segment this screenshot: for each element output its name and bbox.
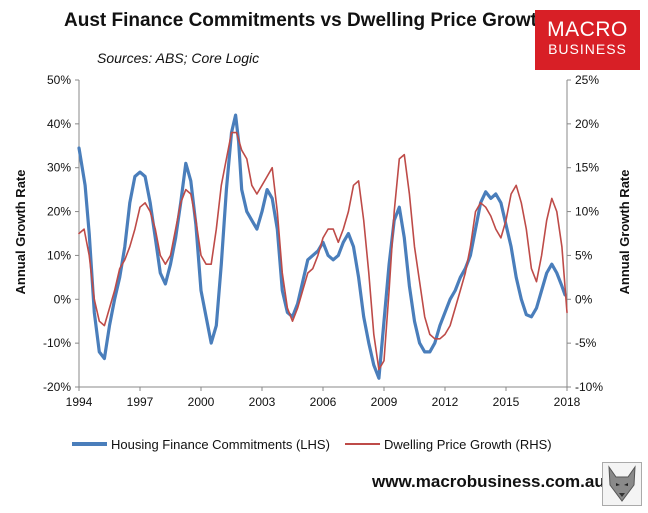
right-tick-labels: -10% -5% 0% 5% 10% 15% 20% 25% bbox=[567, 73, 603, 394]
left-axis-label: Annual Growth Rate bbox=[13, 170, 28, 295]
left-tick-label: -10% bbox=[43, 336, 71, 350]
series-layer bbox=[77, 113, 568, 380]
left-tick-label: 0% bbox=[54, 292, 72, 306]
series-line-dwelling-price bbox=[78, 131, 568, 371]
x-tick-label: 2012 bbox=[432, 395, 459, 409]
chart-subtitle: Sources: ABS; Core Logic bbox=[97, 50, 260, 66]
right-tick-label: 5% bbox=[575, 248, 593, 262]
legend-label-rhs: Dwelling Price Growth (RHS) bbox=[384, 437, 552, 452]
x-tick-label: 2009 bbox=[371, 395, 398, 409]
left-tick-labels: -20% -10% 0% 10% 20% 30% 40% 50% bbox=[43, 73, 79, 394]
x-tick-label: 1994 bbox=[66, 395, 93, 409]
x-tick-label: 2000 bbox=[188, 395, 215, 409]
logo-line-1: MACRO bbox=[547, 18, 628, 41]
x-tick-label: 2018 bbox=[554, 395, 581, 409]
x-tick-label: 2015 bbox=[493, 395, 520, 409]
right-tick-label: 15% bbox=[575, 161, 599, 175]
chart-title: Aust Finance Commitments vs Dwelling Pri… bbox=[64, 10, 549, 31]
wolf-logo-icon bbox=[602, 462, 642, 506]
legend: Housing Finance Commitments (LHS) Dwelli… bbox=[72, 437, 552, 452]
legend-label-lhs: Housing Finance Commitments (LHS) bbox=[111, 437, 330, 452]
right-tick-label: -5% bbox=[575, 336, 597, 350]
right-tick-label: 0% bbox=[575, 292, 593, 306]
left-tick-label: 40% bbox=[47, 117, 71, 131]
footer-url: www.macrobusiness.com.au bbox=[372, 472, 605, 491]
x-tick-label: 1997 bbox=[127, 395, 154, 409]
left-tick-label: 30% bbox=[47, 161, 71, 175]
left-tick-label: 50% bbox=[47, 73, 71, 87]
series-line-housing-finance bbox=[77, 113, 567, 380]
logo-line-2: BUSINESS bbox=[548, 41, 627, 57]
right-tick-label: 25% bbox=[575, 73, 599, 87]
right-tick-label: -10% bbox=[575, 380, 603, 394]
left-tick-label: 20% bbox=[47, 205, 71, 219]
right-tick-label: 20% bbox=[575, 117, 599, 131]
x-tick-label: 2006 bbox=[310, 395, 337, 409]
macro-business-logo: MACRO BUSINESS bbox=[535, 10, 640, 70]
right-axis-label: Annual Growth Rate bbox=[617, 170, 632, 295]
x-tick-label: 2003 bbox=[249, 395, 276, 409]
x-tick-labels: 1994 1997 2000 2003 2006 2009 2012 2015 2018 bbox=[66, 387, 581, 409]
left-tick-label: -20% bbox=[43, 380, 71, 394]
left-tick-label: 10% bbox=[47, 248, 71, 262]
right-tick-label: 10% bbox=[575, 205, 599, 219]
